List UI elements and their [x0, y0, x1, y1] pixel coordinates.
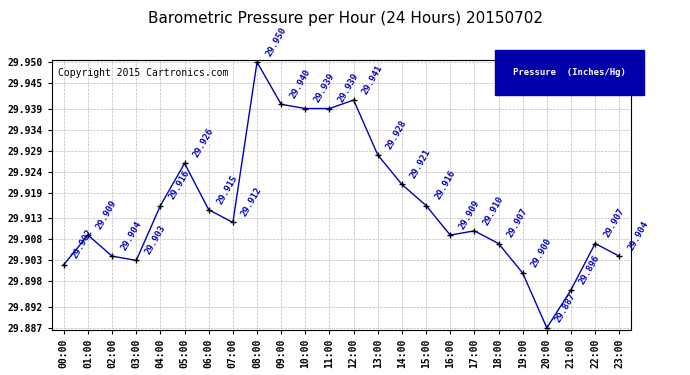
Text: 29.940: 29.940: [288, 68, 312, 100]
Text: 29.907: 29.907: [602, 207, 626, 239]
Text: 29.910: 29.910: [482, 194, 505, 227]
Text: 29.903: 29.903: [144, 224, 167, 256]
Text: 29.941: 29.941: [361, 63, 384, 96]
Text: 29.916: 29.916: [433, 169, 457, 201]
Text: 29.928: 29.928: [385, 118, 408, 151]
Text: 29.896: 29.896: [578, 254, 602, 286]
Text: 29.909: 29.909: [95, 198, 119, 231]
Text: 29.926: 29.926: [192, 127, 215, 159]
Text: 29.915: 29.915: [216, 173, 239, 206]
Text: 29.902: 29.902: [71, 228, 95, 261]
Text: 29.909: 29.909: [457, 198, 481, 231]
Text: 29.904: 29.904: [627, 220, 650, 252]
Text: 29.912: 29.912: [240, 186, 264, 218]
Text: Pressure  (Inches/Hg): Pressure (Inches/Hg): [513, 68, 626, 77]
Text: 29.950: 29.950: [264, 26, 288, 58]
Text: 29.907: 29.907: [506, 207, 529, 239]
Text: 29.904: 29.904: [119, 220, 143, 252]
Text: 29.900: 29.900: [530, 237, 553, 269]
Text: 29.916: 29.916: [168, 169, 191, 201]
Text: 29.921: 29.921: [409, 148, 433, 180]
Text: 29.939: 29.939: [313, 72, 336, 104]
Text: 29.939: 29.939: [337, 72, 360, 104]
Text: Copyright 2015 Cartronics.com: Copyright 2015 Cartronics.com: [57, 68, 228, 78]
Text: 29.887: 29.887: [554, 291, 578, 324]
Text: Barometric Pressure per Hour (24 Hours) 20150702: Barometric Pressure per Hour (24 Hours) …: [148, 11, 542, 26]
